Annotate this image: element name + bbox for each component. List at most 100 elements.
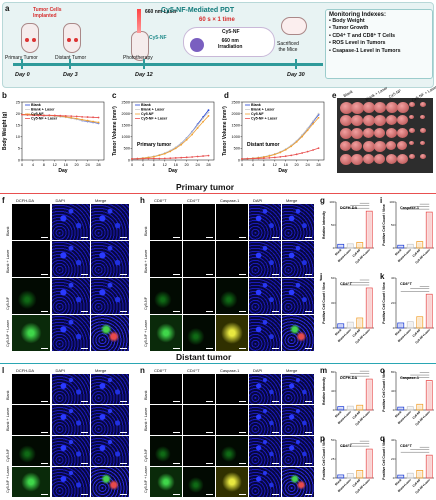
monitoring-item: Body Weight bbox=[329, 18, 429, 25]
data-point bbox=[290, 145, 293, 148]
scale-bar bbox=[304, 236, 312, 238]
x-tick-label: 8 bbox=[263, 163, 265, 167]
irradiation-cloud: Cy5-NF 660 nm Irradiation bbox=[183, 27, 275, 57]
x-tick-label: 20 bbox=[295, 163, 299, 167]
fluorescence-image bbox=[183, 204, 215, 240]
x-tick-label: 0 bbox=[21, 163, 23, 167]
y-axis-label: Tumor Volume (mm³) bbox=[222, 106, 228, 156]
scale-bar bbox=[172, 400, 180, 402]
chart-title: CD4⁺T bbox=[340, 282, 353, 286]
bar bbox=[337, 243, 345, 249]
x-tick-label: 16 bbox=[284, 163, 288, 167]
excised-tumor bbox=[420, 154, 426, 159]
x-tick-label: 12 bbox=[273, 163, 277, 167]
bar bbox=[406, 406, 414, 411]
panel-letter: m bbox=[320, 366, 328, 375]
image-column-label: Merge bbox=[286, 198, 298, 203]
fluorescence-image bbox=[249, 467, 281, 497]
mouse-tumor-icon bbox=[63, 23, 81, 53]
day-label: Day 12 bbox=[135, 72, 153, 78]
data-point bbox=[32, 114, 34, 117]
y-axis-label: Positive Cell Count / View bbox=[382, 282, 386, 324]
bar-fill bbox=[408, 245, 413, 248]
image-column-label: DAPI bbox=[55, 368, 65, 373]
scale-bar bbox=[172, 462, 180, 464]
panel-letter: o bbox=[380, 366, 385, 375]
panel-letter-e: e bbox=[332, 91, 337, 100]
excised-tumor bbox=[397, 128, 408, 138]
y-tick-label: 2000 bbox=[232, 112, 240, 116]
image-row-label: Cy5-NF bbox=[144, 296, 148, 310]
x-axis-label: Day bbox=[168, 168, 177, 174]
data-point bbox=[169, 157, 172, 160]
excised-tumor bbox=[397, 154, 408, 164]
excised-tumor bbox=[374, 141, 386, 152]
excised-tumor bbox=[340, 154, 352, 165]
legend-label: Cy5-NF + Laser bbox=[31, 117, 58, 121]
bar bbox=[346, 321, 354, 329]
panel-letter-h: h bbox=[140, 196, 145, 205]
excised-tumor bbox=[351, 154, 363, 165]
fluorescence-image bbox=[183, 436, 215, 466]
image-column-label: Merge bbox=[286, 368, 298, 373]
scale-bar bbox=[120, 462, 127, 464]
fluorescence-image bbox=[150, 467, 182, 497]
excised-tumor-photo bbox=[337, 98, 433, 173]
x-tick-label: Cy5-NF bbox=[351, 248, 361, 258]
y-tick-label: 100 bbox=[329, 200, 334, 204]
bar bbox=[365, 378, 373, 411]
x-tick-label: Blank bbox=[334, 478, 343, 487]
fluorescence-image bbox=[12, 241, 50, 277]
scale-bar bbox=[172, 347, 180, 349]
data-point bbox=[196, 127, 199, 129]
bar-fill bbox=[338, 245, 343, 248]
x-tick-label: Blank bbox=[334, 248, 343, 257]
fluorescence-image bbox=[91, 436, 129, 466]
image-row-label: Cy5-NF + Laser bbox=[144, 319, 148, 347]
irradiation-label: 660 nm Irradiation bbox=[218, 38, 243, 50]
fluorescence-image bbox=[12, 374, 50, 404]
fluorescence-image bbox=[183, 278, 215, 314]
data-point bbox=[136, 157, 139, 160]
data-point bbox=[75, 117, 78, 120]
y-tick-label: 0 bbox=[18, 158, 20, 162]
fluorescence-image bbox=[91, 241, 129, 277]
data-point bbox=[42, 114, 45, 117]
bar bbox=[406, 472, 414, 479]
image-column-label: Caspase-1 bbox=[220, 368, 240, 373]
bar bbox=[397, 406, 405, 411]
y-axis-label: Positive Cell Count / View bbox=[322, 282, 326, 324]
monitoring-item: ROS Level in Tumors bbox=[329, 40, 429, 47]
bar-fill bbox=[408, 407, 413, 410]
excised-tumor bbox=[363, 154, 374, 164]
y-tick-label: 1000 bbox=[122, 135, 130, 139]
fluorescence-image bbox=[12, 278, 50, 314]
bar bbox=[397, 244, 405, 249]
scale-bar bbox=[205, 347, 213, 349]
data-point bbox=[169, 150, 172, 153]
y-tick-label: 50 bbox=[331, 438, 335, 442]
y-tick-label: 100 bbox=[389, 200, 394, 204]
image-row-label: Blank + Laser bbox=[144, 407, 148, 431]
scale-bar bbox=[205, 431, 213, 433]
bar-chart-svg: 0 40 80 Positive Cell Count / View Caspase-1… bbox=[382, 370, 434, 427]
y-tick-label: 0 bbox=[333, 326, 335, 330]
data-point bbox=[185, 156, 188, 159]
data-point bbox=[163, 157, 166, 160]
fluorescence-image bbox=[91, 467, 129, 497]
y-axis-label: Relative Intensity bbox=[322, 377, 326, 405]
scale-bar bbox=[80, 347, 88, 349]
legend-label: Blank + Laser bbox=[251, 108, 275, 112]
bar-fill bbox=[427, 295, 432, 328]
excised-tumor bbox=[363, 102, 375, 113]
fluorescence-image bbox=[249, 374, 281, 404]
scale-bar bbox=[80, 493, 88, 495]
excised-tumor bbox=[397, 115, 408, 125]
data-point bbox=[312, 149, 314, 151]
chart-title: Caspase-1 bbox=[400, 376, 419, 380]
scale-bar bbox=[41, 310, 48, 312]
bar-fill bbox=[427, 381, 432, 410]
panel-letter-a: a bbox=[5, 4, 10, 13]
panel-letter-b: b bbox=[2, 91, 7, 100]
image-column-label: DCFH-DA bbox=[16, 198, 34, 203]
